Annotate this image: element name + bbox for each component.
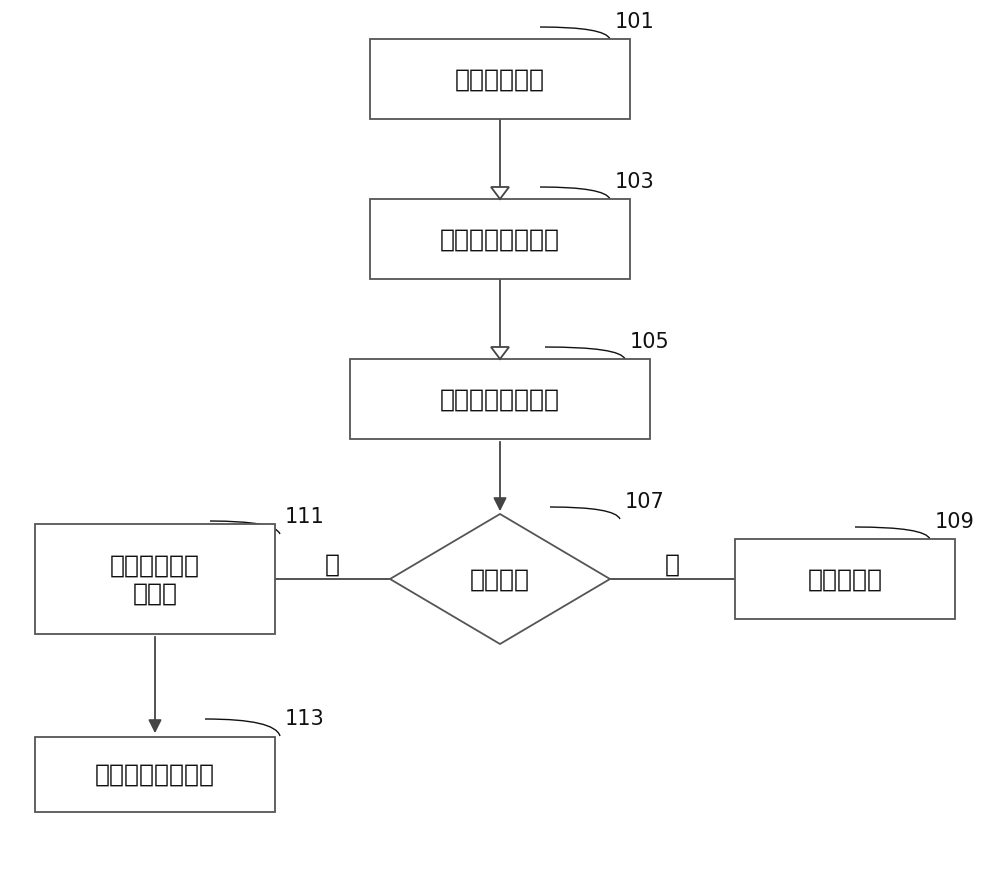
Text: 109: 109: [935, 511, 975, 531]
Text: 111: 111: [285, 506, 325, 527]
FancyBboxPatch shape: [35, 525, 275, 634]
FancyBboxPatch shape: [35, 737, 275, 812]
Text: 105: 105: [630, 332, 670, 351]
Text: 接收样本起始编号: 接收样本起始编号: [440, 228, 560, 252]
Text: 接收申请信息: 接收申请信息: [455, 68, 545, 92]
Polygon shape: [390, 514, 610, 645]
FancyBboxPatch shape: [370, 40, 630, 120]
Text: 是: 是: [664, 552, 680, 577]
Text: 107: 107: [625, 492, 665, 511]
Polygon shape: [491, 348, 509, 359]
FancyBboxPatch shape: [735, 539, 955, 620]
Text: 101: 101: [615, 12, 655, 32]
Text: 获得样本检查结果: 获得样本检查结果: [440, 388, 560, 411]
FancyBboxPatch shape: [350, 359, 650, 440]
Text: 停止当前样本
架调度: 停止当前样本 架调度: [110, 553, 200, 605]
FancyBboxPatch shape: [370, 199, 630, 280]
Text: 匹配成功: 匹配成功: [470, 568, 530, 591]
Text: 103: 103: [615, 172, 655, 192]
Text: 113: 113: [285, 708, 325, 729]
Text: 样本架调度: 样本架调度: [808, 568, 883, 591]
Text: 提示用户报警信息: 提示用户报警信息: [95, 763, 215, 786]
Polygon shape: [491, 188, 509, 199]
Text: 否: 否: [325, 552, 340, 577]
